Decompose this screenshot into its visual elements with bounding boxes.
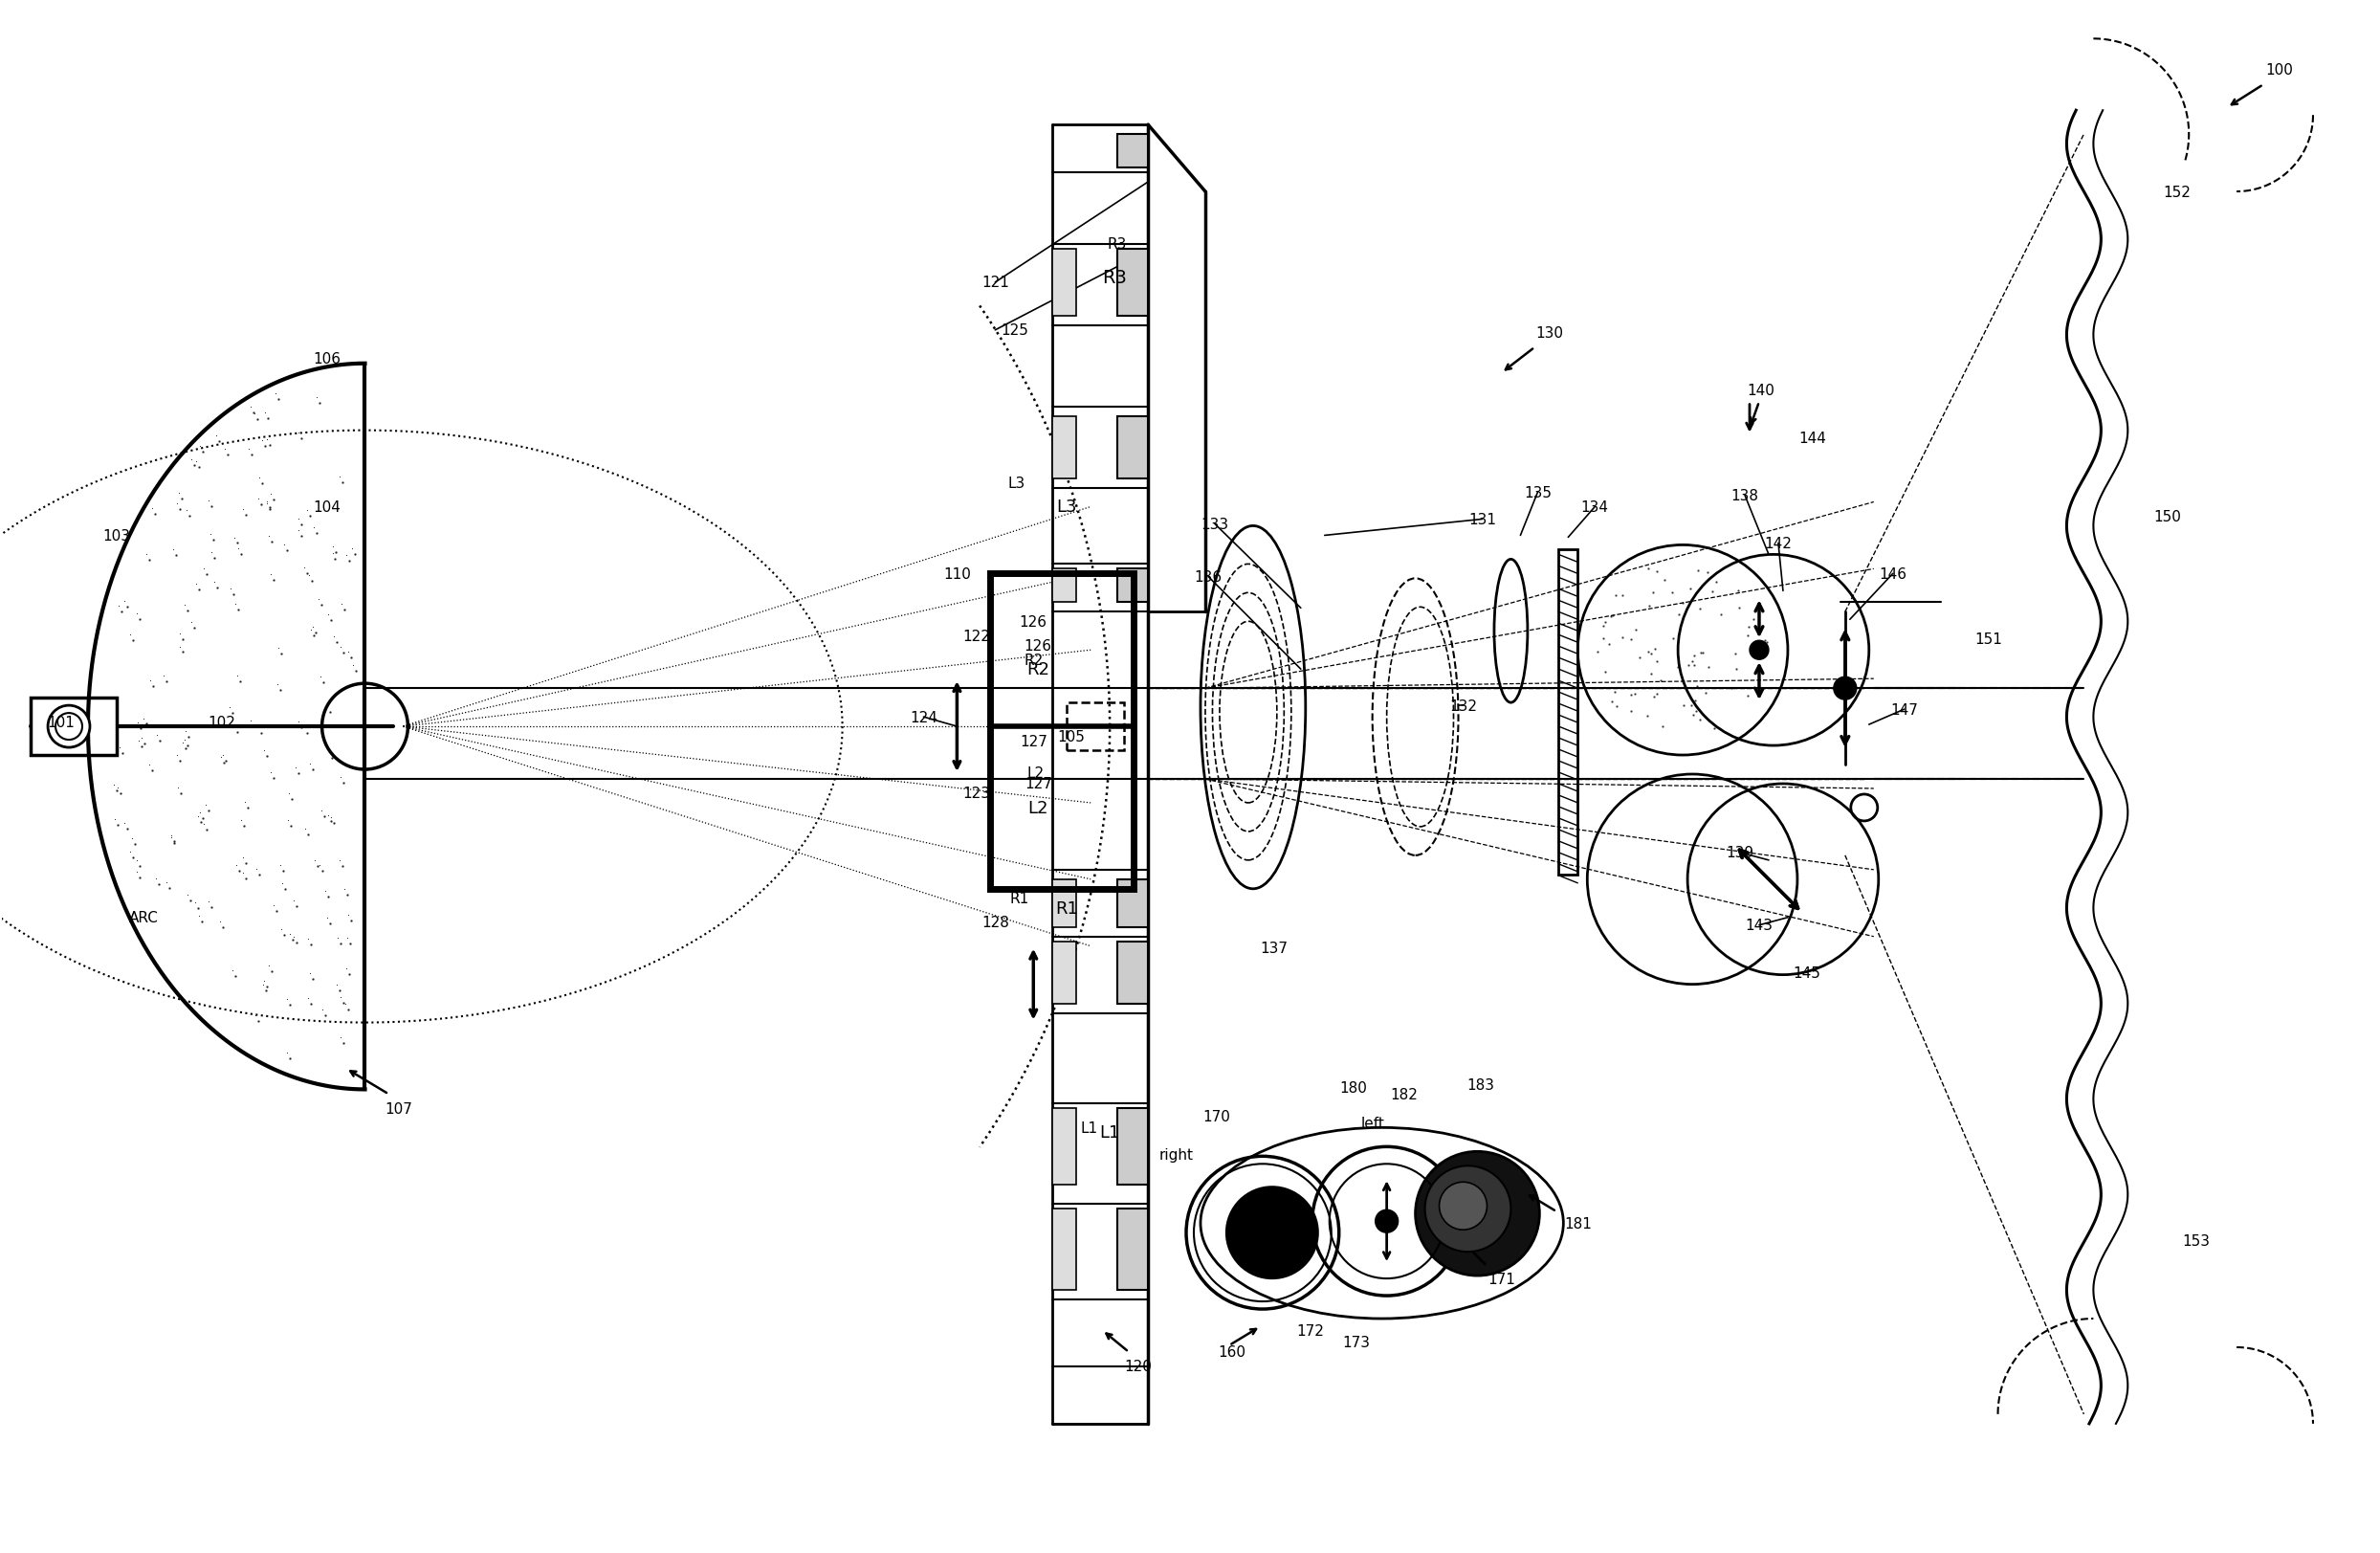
- Text: 181: 181: [1564, 1216, 1592, 1230]
- Text: 137: 137: [1259, 941, 1288, 955]
- Text: 122: 122: [962, 629, 990, 643]
- Text: 123: 123: [962, 786, 990, 801]
- Text: 140: 140: [1747, 384, 1775, 398]
- Text: 126: 126: [1023, 638, 1052, 652]
- Text: 153: 153: [2182, 1233, 2211, 1247]
- Text: 126: 126: [1019, 615, 1047, 629]
- Bar: [1052, 1208, 1076, 1291]
- Text: L1: L1: [1100, 1124, 1121, 1141]
- Bar: [1119, 250, 1147, 317]
- Bar: [1119, 941, 1147, 1003]
- Text: 138: 138: [1730, 489, 1759, 503]
- Circle shape: [1749, 641, 1768, 660]
- Text: R3: R3: [1107, 238, 1128, 252]
- Text: 128: 128: [981, 915, 1009, 930]
- Bar: [1052, 250, 1076, 317]
- Bar: [1066, 704, 1123, 750]
- Text: 121: 121: [981, 276, 1009, 290]
- Bar: [1119, 135, 1147, 168]
- Text: L2: L2: [1028, 800, 1050, 817]
- Text: R1: R1: [1009, 891, 1028, 905]
- Circle shape: [1226, 1186, 1319, 1278]
- Text: 143: 143: [1745, 918, 1773, 933]
- Text: 182: 182: [1390, 1087, 1418, 1101]
- Bar: [1119, 416, 1147, 478]
- Text: left: left: [1361, 1117, 1385, 1131]
- Bar: [1119, 1109, 1147, 1185]
- Text: R3: R3: [1102, 269, 1128, 287]
- Text: 125: 125: [1000, 323, 1028, 339]
- Text: 147: 147: [1890, 702, 1918, 717]
- Text: 146: 146: [1878, 567, 1906, 581]
- Bar: [1119, 570, 1147, 603]
- Bar: [1052, 879, 1076, 927]
- Text: 173: 173: [1342, 1336, 1371, 1350]
- Circle shape: [48, 707, 90, 749]
- Bar: [1119, 879, 1147, 927]
- Bar: [1052, 941, 1076, 1003]
- Bar: [990, 575, 1133, 890]
- Text: 171: 171: [1488, 1272, 1516, 1286]
- Bar: [31, 699, 117, 755]
- Bar: [1052, 416, 1076, 478]
- Text: 100: 100: [2266, 62, 2294, 78]
- Text: 103: 103: [102, 528, 131, 544]
- Text: 102: 102: [207, 714, 236, 730]
- Text: 105: 105: [1057, 730, 1085, 744]
- Text: 131: 131: [1468, 512, 1497, 526]
- Text: L1: L1: [1081, 1121, 1097, 1135]
- Text: 120: 120: [1126, 1359, 1152, 1374]
- Text: L2: L2: [1026, 766, 1045, 780]
- Text: 106: 106: [312, 353, 340, 367]
- Text: right: right: [1159, 1148, 1195, 1162]
- Text: L3: L3: [1007, 477, 1026, 491]
- Text: 136: 136: [1195, 570, 1221, 584]
- Text: R1: R1: [1054, 899, 1078, 916]
- Text: 152: 152: [2163, 185, 2192, 199]
- Text: L3: L3: [1057, 499, 1078, 516]
- Circle shape: [1833, 677, 1856, 700]
- Circle shape: [1416, 1152, 1540, 1275]
- Circle shape: [1426, 1166, 1511, 1252]
- Text: 150: 150: [2154, 509, 2182, 523]
- Text: 101: 101: [48, 714, 76, 730]
- Text: 127: 127: [1023, 776, 1052, 792]
- Text: 135: 135: [1523, 486, 1552, 500]
- Text: 151: 151: [1975, 632, 2002, 646]
- Bar: [1052, 1109, 1076, 1185]
- Text: 132: 132: [1449, 699, 1478, 713]
- Text: 133: 133: [1202, 517, 1228, 531]
- Text: R2: R2: [1023, 652, 1042, 668]
- Text: 139: 139: [1726, 846, 1754, 860]
- Circle shape: [1440, 1182, 1488, 1230]
- Text: 180: 180: [1340, 1081, 1366, 1095]
- Text: 172: 172: [1297, 1323, 1323, 1337]
- Text: R2: R2: [1026, 662, 1050, 679]
- Text: ARC: ARC: [129, 910, 157, 926]
- Text: 134: 134: [1580, 500, 1609, 514]
- Bar: [1119, 1208, 1147, 1291]
- Text: 110: 110: [942, 567, 971, 581]
- Text: 145: 145: [1792, 966, 1821, 980]
- Text: 160: 160: [1219, 1345, 1245, 1359]
- Text: 142: 142: [1764, 536, 1792, 551]
- Text: 170: 170: [1202, 1109, 1230, 1123]
- Text: 144: 144: [1799, 432, 1825, 446]
- Text: 130: 130: [1535, 326, 1564, 340]
- Circle shape: [1376, 1210, 1397, 1233]
- Text: 107: 107: [386, 1101, 412, 1117]
- Text: 104: 104: [312, 500, 340, 514]
- Text: 127: 127: [1019, 735, 1047, 749]
- Bar: [1052, 570, 1076, 603]
- Bar: [1559, 550, 1578, 874]
- Text: 124: 124: [909, 710, 938, 725]
- Text: 183: 183: [1466, 1078, 1495, 1092]
